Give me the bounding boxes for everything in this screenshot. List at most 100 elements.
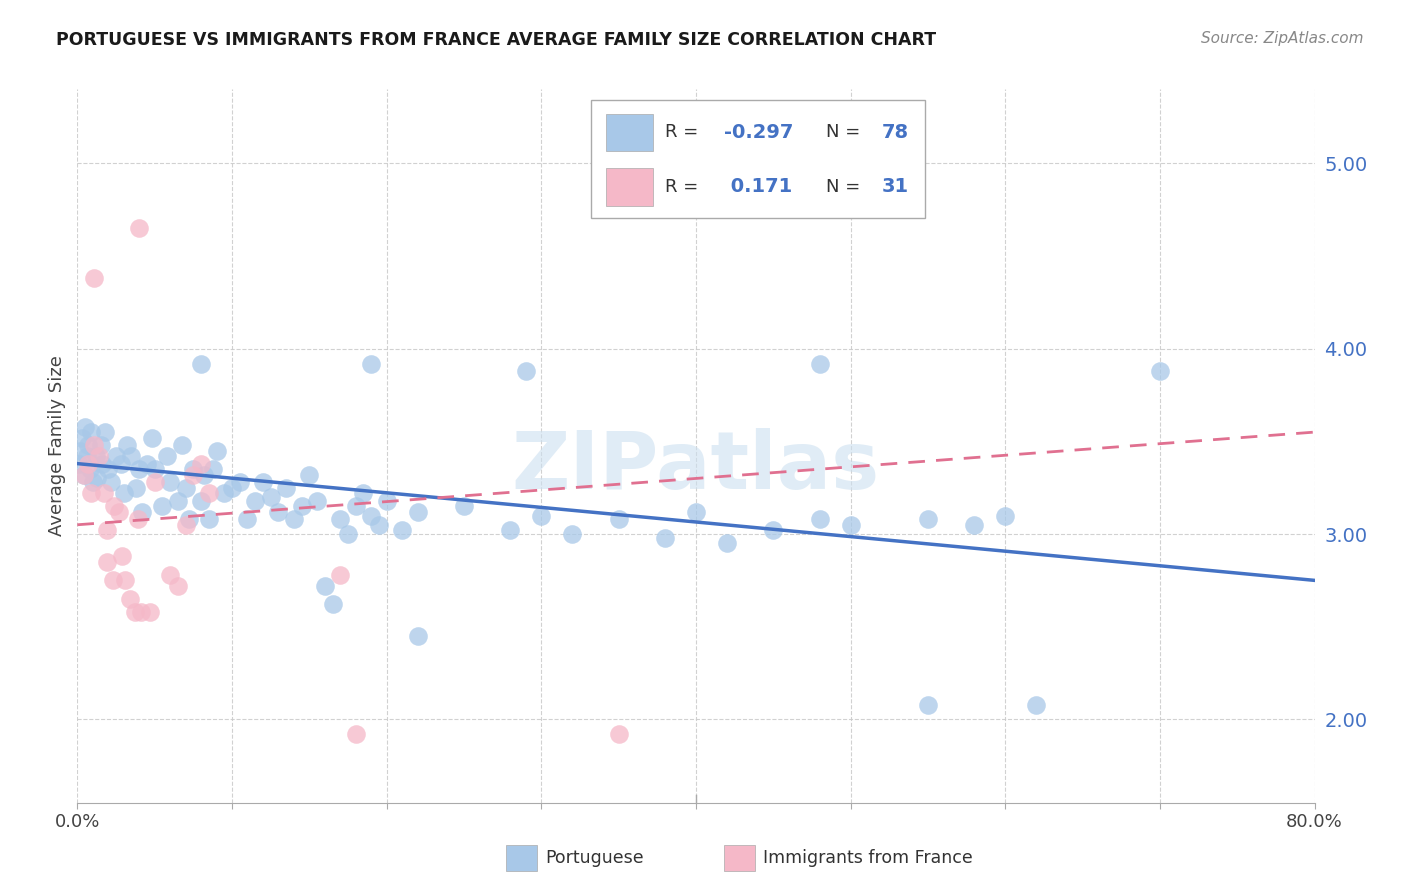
- Text: 78: 78: [882, 122, 908, 142]
- Text: Source: ZipAtlas.com: Source: ZipAtlas.com: [1201, 31, 1364, 46]
- Point: [77, 438, 100, 452]
- Point: [118, 591, 141, 606]
- Point: [72, 467, 94, 482]
- Point: [159, 567, 181, 582]
- Point: [128, 462, 150, 476]
- Point: [108, 505, 131, 519]
- Point: [93, 486, 115, 500]
- Point: [159, 475, 181, 490]
- Point: [190, 457, 212, 471]
- Point: [183, 467, 205, 482]
- Text: 31: 31: [882, 178, 908, 196]
- Point: [96, 524, 118, 538]
- Point: [406, 505, 429, 519]
- Text: N =: N =: [825, 178, 866, 196]
- Point: [762, 524, 785, 538]
- Point: [84, 449, 107, 463]
- Point: [80, 486, 103, 500]
- Point: [87, 449, 110, 463]
- Point: [110, 457, 132, 471]
- Point: [198, 512, 221, 526]
- Point: [96, 555, 118, 569]
- Point: [963, 517, 986, 532]
- Point: [75, 419, 96, 434]
- Point: [111, 549, 134, 564]
- Point: [103, 500, 125, 514]
- FancyBboxPatch shape: [591, 100, 925, 218]
- Point: [94, 425, 117, 439]
- Point: [1149, 364, 1171, 378]
- Point: [314, 579, 336, 593]
- Point: [141, 431, 163, 445]
- Y-axis label: Average Family Size: Average Family Size: [48, 356, 66, 536]
- Point: [607, 727, 630, 741]
- Point: [83, 438, 105, 452]
- Point: [202, 462, 225, 476]
- Text: 0.171: 0.171: [724, 178, 793, 196]
- Point: [406, 629, 429, 643]
- Text: R =: R =: [665, 123, 704, 141]
- Point: [156, 449, 179, 463]
- Point: [360, 357, 382, 371]
- Point: [167, 493, 190, 508]
- Point: [91, 457, 114, 471]
- Point: [515, 364, 537, 378]
- Point: [221, 481, 243, 495]
- Point: [499, 524, 522, 538]
- Point: [193, 467, 215, 482]
- Point: [214, 486, 236, 500]
- Point: [139, 605, 162, 619]
- Point: [375, 493, 398, 508]
- Text: ZIPatlas: ZIPatlas: [512, 428, 880, 507]
- Point: [808, 357, 831, 371]
- Point: [839, 517, 862, 532]
- Point: [174, 481, 197, 495]
- Point: [90, 438, 111, 452]
- Point: [267, 505, 290, 519]
- Point: [131, 505, 153, 519]
- Text: N =: N =: [825, 123, 866, 141]
- Point: [337, 527, 360, 541]
- Point: [561, 527, 583, 541]
- Point: [276, 481, 298, 495]
- Text: -0.297: -0.297: [724, 122, 794, 142]
- Point: [298, 467, 321, 482]
- Point: [236, 512, 259, 526]
- Point: [115, 438, 138, 452]
- Point: [152, 500, 174, 514]
- Point: [190, 493, 212, 508]
- Bar: [606, 169, 652, 205]
- Point: [174, 517, 197, 532]
- Text: Immigrants from France: Immigrants from France: [763, 849, 973, 867]
- Point: [128, 221, 150, 235]
- Point: [100, 475, 122, 490]
- Point: [716, 536, 738, 550]
- Point: [76, 449, 98, 463]
- Point: [994, 508, 1017, 523]
- Point: [82, 475, 104, 490]
- Point: [143, 475, 166, 490]
- Point: [167, 579, 190, 593]
- Point: [344, 727, 367, 741]
- Point: [143, 462, 166, 476]
- Point: [808, 512, 831, 526]
- Point: [607, 512, 630, 526]
- Point: [291, 500, 314, 514]
- Point: [86, 471, 108, 485]
- Point: [129, 605, 152, 619]
- Point: [245, 493, 267, 508]
- Point: [79, 462, 101, 476]
- Point: [685, 505, 707, 519]
- Bar: [606, 114, 652, 152]
- Point: [368, 517, 391, 532]
- Point: [198, 486, 221, 500]
- Point: [70, 431, 93, 445]
- Point: [183, 462, 205, 476]
- Point: [453, 500, 475, 514]
- Point: [228, 475, 252, 490]
- Point: [83, 271, 105, 285]
- Point: [530, 508, 553, 523]
- Point: [329, 512, 352, 526]
- Point: [917, 698, 939, 712]
- Point: [329, 567, 352, 582]
